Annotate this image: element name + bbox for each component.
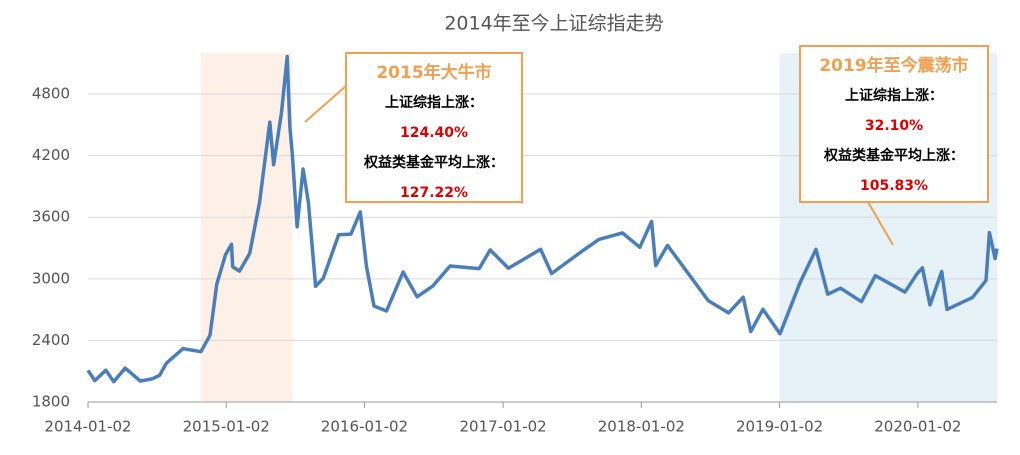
- annotation-line: 124.40%: [400, 125, 468, 141]
- annotation-line: 127.22%: [400, 185, 468, 201]
- annotation-line: 权益类基金平均上涨：: [363, 154, 504, 171]
- y-tick-label: 2400: [32, 331, 70, 349]
- annotation-line: 上证综指上涨：: [385, 94, 483, 111]
- x-tick-label: 2016-01-02: [321, 418, 408, 436]
- x-tick-label: 2018-01-02: [598, 418, 685, 436]
- annotation-box: [345, 52, 523, 203]
- y-tick-label: 3600: [32, 208, 70, 226]
- y-tick-label: 1800: [32, 393, 70, 411]
- y-tick-label: 4200: [32, 146, 70, 164]
- leader-line: [867, 201, 894, 246]
- y-tick-label: 3000: [32, 269, 70, 287]
- series-line: [86, 54, 999, 384]
- annotation-line: 105.83%: [860, 178, 928, 194]
- x-tick-label: 2015-01-02: [183, 418, 270, 436]
- leader-line: [304, 85, 347, 123]
- annotation-box: [799, 45, 989, 203]
- chart-title: 2014年至今上证综指走势: [444, 13, 663, 35]
- x-tick-label: 2017-01-02: [460, 418, 547, 436]
- annotation-line: 32.10%: [865, 118, 923, 134]
- annotation-line: 权益类基金平均上涨：: [823, 147, 964, 164]
- y-tick-label: 4800: [32, 85, 70, 103]
- x-tick-label: 2014-01-02: [44, 418, 131, 436]
- x-tick-label: 2020-01-02: [874, 418, 961, 436]
- x-tick-label: 2019-01-02: [736, 418, 823, 436]
- annotation-title: 2015年大牛市: [376, 62, 491, 83]
- period-band: [200, 53, 293, 402]
- annotation-title: 2019年至今震荡市: [819, 55, 968, 76]
- annotation-line: 上证综指上涨：: [845, 87, 943, 104]
